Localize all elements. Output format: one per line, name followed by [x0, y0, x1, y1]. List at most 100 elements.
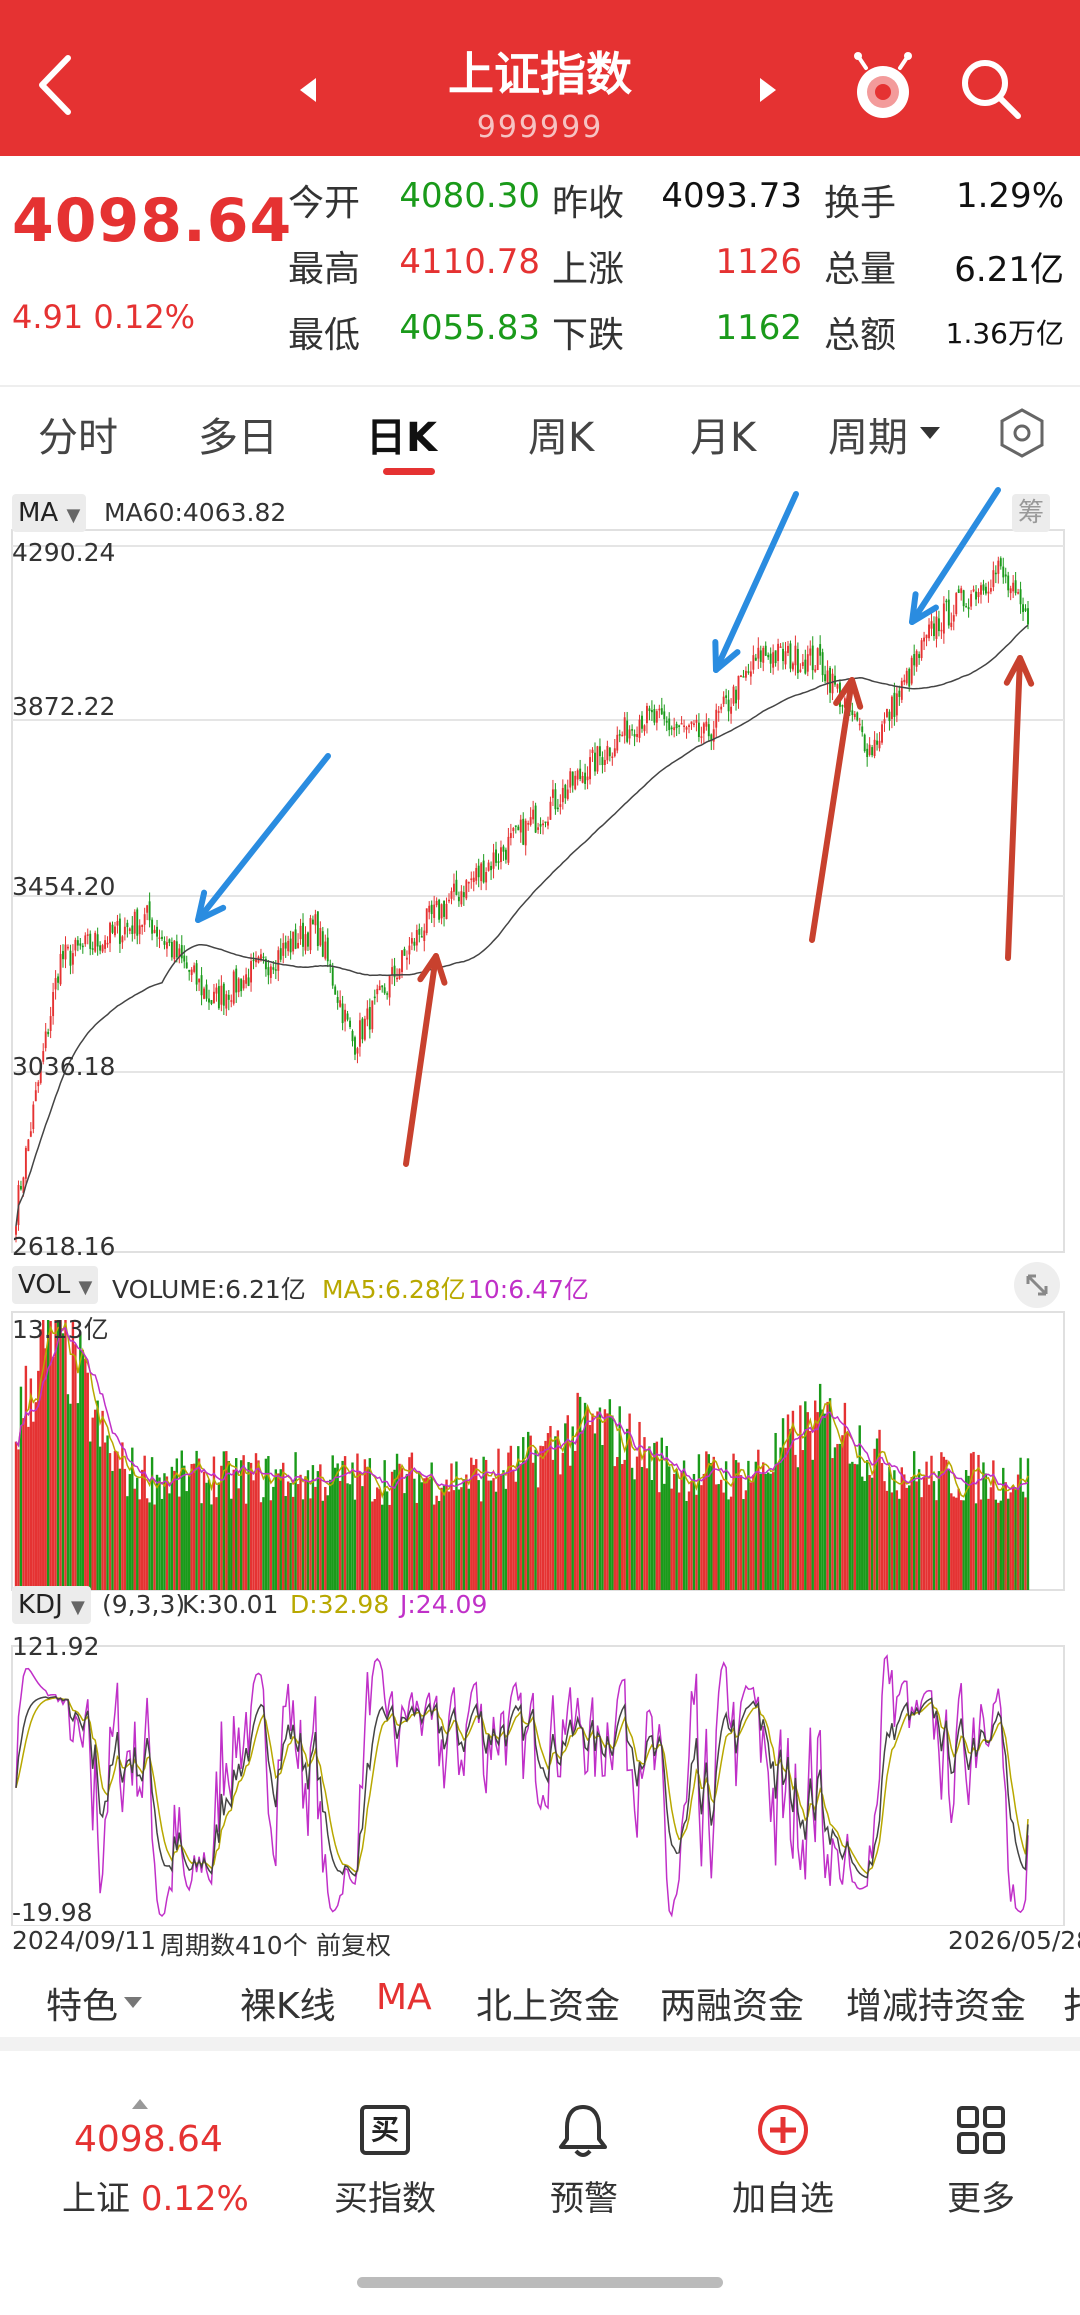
nav-alert[interactable]: 预警 [550, 2179, 618, 2219]
feature-dropdown-icon[interactable] [124, 1997, 142, 2008]
tab-4[interactable]: 月K [690, 415, 757, 461]
volume-bar [291, 1496, 295, 1590]
volume-bar [895, 1490, 899, 1590]
candle-body [504, 849, 507, 860]
candle-body [138, 925, 141, 935]
candle-body [1004, 574, 1007, 577]
buy-icon[interactable]: 买 [360, 2105, 410, 2155]
candle-body [262, 956, 265, 959]
volume-bar [316, 1471, 320, 1590]
volume-bar [413, 1478, 416, 1590]
bell-icon[interactable] [557, 2103, 609, 2159]
ma-selector[interactable]: MA ▼ [12, 494, 87, 532]
volume-bar [843, 1402, 847, 1590]
volume-bar [410, 1452, 414, 1590]
home-indicator[interactable] [357, 2277, 723, 2288]
volume-bar [116, 1451, 119, 1590]
candle-body [509, 833, 512, 839]
indicator-0[interactable]: 特色 [46, 1986, 119, 2027]
volume-bar [630, 1467, 634, 1590]
kline-chart[interactable]: MA ▼ MA60:4063.82 筹 4290.24 3872.22 3454… [0, 486, 1080, 1927]
blue-arrow-2-head [712, 639, 741, 673]
volume-bar [435, 1495, 438, 1590]
chart-canvas[interactable] [0, 486, 1080, 1926]
candle-body [670, 727, 673, 730]
candle-body [952, 615, 955, 622]
candle-body [210, 1000, 213, 1004]
volume-bar [818, 1383, 822, 1590]
period-dropdown-icon[interactable] [920, 427, 940, 439]
candle-body [532, 809, 535, 820]
nav-add-watch[interactable]: 加自选 [732, 2179, 834, 2219]
vol-selector[interactable]: VOL ▼ [12, 1266, 99, 1304]
candle-body [987, 591, 990, 594]
candle-body [163, 941, 166, 945]
volume-bar [14, 1441, 18, 1590]
volume-bar [311, 1465, 315, 1590]
volume-bar [737, 1462, 740, 1590]
candle-body [299, 925, 302, 940]
volume-bar [299, 1474, 302, 1590]
kdj-selector[interactable]: KDJ ▼ [12, 1586, 91, 1624]
volume-bar [42, 1320, 45, 1590]
expand-icon[interactable] [1014, 1262, 1060, 1308]
tab-3[interactable]: 周K [528, 415, 595, 461]
candle-body [304, 934, 307, 951]
volume-bar [665, 1445, 668, 1590]
mascot-icon[interactable] [852, 52, 914, 124]
volume-bar [947, 1469, 951, 1590]
candle-body [843, 698, 846, 708]
candle-body [972, 589, 975, 592]
candle-body [1009, 588, 1012, 594]
volume-bar [252, 1480, 255, 1590]
blue-arrow-3 [909, 487, 1001, 625]
volume-bar [945, 1459, 948, 1590]
candle-body [660, 708, 663, 715]
nav-buy[interactable]: 买指数 [334, 2179, 436, 2219]
volume-bar [358, 1471, 362, 1590]
candle-body [715, 709, 718, 728]
volume-bar [601, 1445, 604, 1590]
nav-index-pct: 0.12% [140, 2179, 249, 2219]
indicator-2[interactable]: MA [376, 1977, 432, 2018]
candle-body [680, 723, 683, 725]
indicator-1[interactable]: 裸K线 [240, 1986, 336, 2027]
volume-bar [237, 1488, 240, 1590]
candle-body [804, 659, 807, 674]
indicator-4[interactable]: 两融资金 [660, 1986, 805, 2027]
grid-icon[interactable] [956, 2105, 1006, 2155]
back-icon[interactable] [30, 50, 80, 120]
indicator-3[interactable]: 北上资金 [476, 1986, 621, 2027]
candle-body [116, 920, 119, 926]
volume-bar [927, 1484, 931, 1590]
indicator-5[interactable]: 增减持资金 [846, 1986, 1027, 2027]
nav-index[interactable]: 上证 0.12% [62, 2171, 249, 2220]
candle-body [858, 723, 861, 726]
settings-hex-icon[interactable] [996, 407, 1048, 459]
chip-button[interactable]: 筹 [1012, 494, 1051, 532]
tab-5[interactable]: 周期 [828, 415, 908, 461]
prev-icon[interactable] [300, 78, 316, 102]
volume-bar [54, 1320, 57, 1590]
volume-bar [705, 1451, 708, 1590]
volume-bar [873, 1448, 876, 1590]
next-icon[interactable] [760, 78, 776, 102]
candle-body [193, 965, 196, 972]
volume-bar [672, 1473, 676, 1590]
tab-1[interactable]: 多日 [198, 415, 278, 461]
volume-bar [192, 1463, 196, 1590]
indicator-6[interactable]: 扌 [1062, 1977, 1080, 2029]
volume-bar [220, 1465, 223, 1590]
volume-bar [549, 1425, 552, 1590]
search-icon[interactable] [958, 56, 1024, 122]
nav-more[interactable]: 更多 [947, 2179, 1015, 2219]
tab-2[interactable]: 日K [366, 415, 437, 461]
nav-price[interactable]: 4098.64 [74, 2119, 223, 2160]
volume-bar [779, 1447, 782, 1590]
candle-body [22, 1177, 25, 1194]
candle-body [868, 744, 871, 755]
adjust-mode[interactable]: 前复权 [316, 1931, 392, 1960]
volume-bar [1004, 1482, 1007, 1590]
add-circle-icon[interactable] [756, 2103, 810, 2157]
tab-0[interactable]: 分时 [38, 415, 118, 461]
